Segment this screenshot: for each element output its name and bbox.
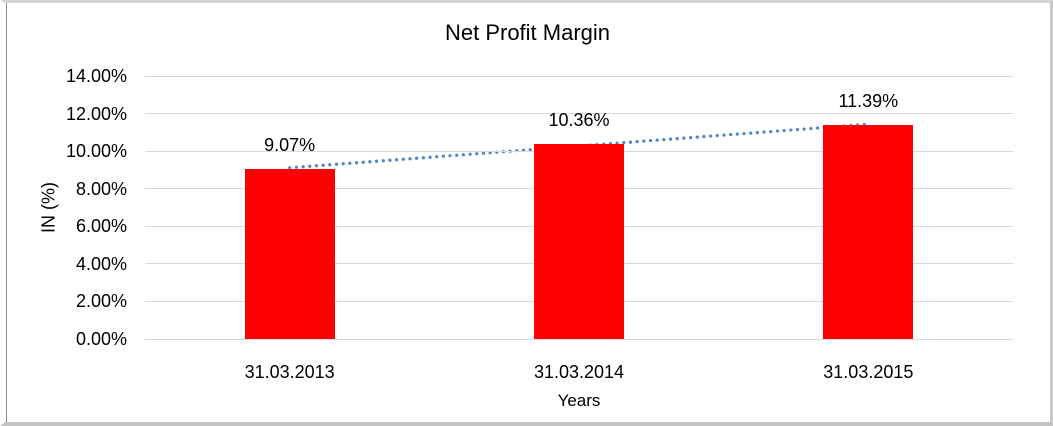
x-axis-tick-label: 31.03.2014 [533, 362, 625, 382]
trendline-dotted [288, 122, 870, 170]
gridline [145, 75, 1013, 77]
gridline [145, 113, 1013, 115]
x-axis-title: Years [557, 391, 601, 410]
data-label: 9.07% [264, 134, 316, 155]
y-axis-tick-label: 6.00% [75, 216, 127, 237]
bar-31.03.2014 [534, 144, 624, 339]
data-label: 11.39% [838, 91, 899, 112]
x-axis-tick-label: 31.03.2013 [244, 362, 335, 382]
data-label: 10.36% [548, 110, 610, 131]
frame-left-border [6, 3, 7, 422]
y-axis-tick-label: 12.00% [65, 103, 127, 124]
gridline [145, 338, 1013, 340]
y-axis-tick-label: 4.00% [75, 253, 127, 274]
y-axis-tick-label: 0.00% [75, 329, 127, 349]
bar-31.03.2013 [244, 168, 335, 339]
y-axis-tick-label: 10.00% [65, 141, 127, 162]
x-axis-tick-label: 31.03.2015 [823, 362, 914, 382]
y-axis-tick-label: 8.00% [75, 178, 127, 199]
plot-area: 0.00% 2.00% 4.00% 6.00% 8.00% 10.00% 12.00% 14.… [66, 66, 1013, 382]
y-axis-tick-label: 14.00% [65, 66, 127, 86]
chart-title: Net Profit Margin [444, 20, 611, 45]
y-axis-tick-label: 2.00% [75, 291, 127, 312]
bar-31.03.2015 [823, 125, 914, 339]
